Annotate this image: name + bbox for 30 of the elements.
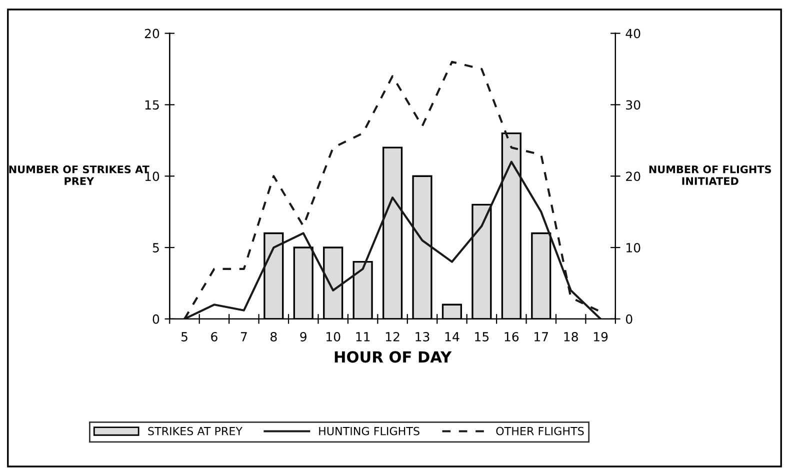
y2-tick-label: 10 — [626, 242, 640, 252]
legend-label: HUNTING FLIGHTS — [319, 426, 420, 436]
x-tick-label: 15 — [475, 332, 489, 342]
x-tick-label: 17 — [534, 332, 548, 342]
x-tick-label: 13 — [416, 332, 430, 342]
x-tick-label: 19 — [594, 332, 608, 342]
x-tick-label: 12 — [386, 332, 400, 342]
x-tick-label: 8 — [270, 332, 277, 342]
y-tick-label: 5 — [152, 243, 159, 252]
x-tick-label: 18 — [564, 332, 578, 342]
x-tick-label: 9 — [300, 332, 306, 342]
y-tick-label: 15 — [145, 100, 159, 110]
y2-tick-label: 20 — [626, 172, 640, 182]
legend-label: OTHER FLIGHTS — [496, 426, 584, 436]
x-tick-label: 14 — [445, 332, 460, 342]
y-tick-label: 0 — [152, 314, 160, 324]
legend-label: STRIKES AT PREY — [148, 426, 243, 436]
y2-tick-label: 0 — [626, 314, 632, 324]
y2-tick-label: 40 — [626, 28, 640, 38]
y-tick-label: 20 — [144, 28, 160, 38]
x-tick-label: 10 — [326, 332, 340, 342]
y2-tick-label: 30 — [626, 100, 640, 110]
y-tick-label: 10 — [145, 172, 160, 182]
x-axis-title: HOUR OF DAY — [334, 351, 452, 363]
x-tick-label: 11 — [356, 332, 370, 342]
x-tick-label: 16 — [504, 332, 519, 342]
y2-axis-title: NUMBER OF FLIGHTS INITIATED — [649, 165, 772, 185]
x-tick-label: 6 — [211, 332, 218, 342]
x-tick-label: 7 — [240, 332, 247, 342]
x-tick-label: 5 — [181, 332, 188, 342]
